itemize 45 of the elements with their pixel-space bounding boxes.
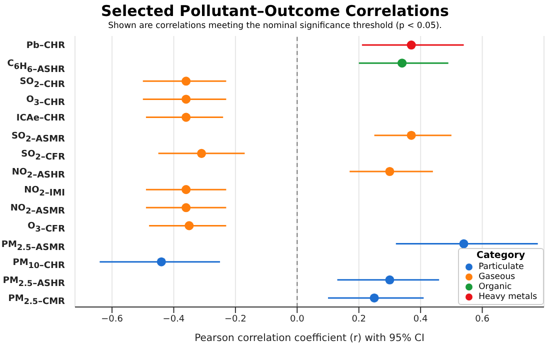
point xyxy=(459,239,468,248)
x-tick-label: −0.6 xyxy=(101,314,124,324)
point xyxy=(182,94,191,104)
y-tick-label: C$_{6}$H$_{6}$–ASHR xyxy=(7,59,66,76)
x-tick-label: 0.2 xyxy=(352,314,366,324)
legend-label: Gaseous xyxy=(478,272,516,282)
x-tick-label: 0.4 xyxy=(413,314,428,324)
x-tick-label: −0.2 xyxy=(224,314,246,324)
y-tick-label: PM$_{2.5}$–ASMR xyxy=(1,240,66,253)
y-tick-label: PM$_{10}$–CHR xyxy=(12,258,66,271)
x-tick-label: −0.4 xyxy=(162,314,185,324)
point xyxy=(385,275,394,284)
point xyxy=(182,203,191,212)
y-tick-label: O$_{3}$–CHR xyxy=(26,95,66,108)
point xyxy=(182,76,191,86)
legend-label: Particulate xyxy=(478,262,524,272)
x-tick-label: 0.6 xyxy=(475,314,490,324)
legend-label: Heavy metals xyxy=(478,292,537,302)
x-axis-title: Pearson correlation coefficient (r) with 95% CI xyxy=(194,333,424,344)
legend-label: Organic xyxy=(478,282,512,292)
y-tick-label: Pb–CHR xyxy=(26,41,66,52)
y-tick-label: NO$_{2}$–ASHR xyxy=(12,168,66,180)
y-tick-label: SO$_{2}$–CHR xyxy=(20,77,66,90)
y-tick-label: SO$_{2}$–CFR xyxy=(21,149,66,162)
chart-title: Selected Pollutant–Outcome Correlations xyxy=(100,1,450,20)
chart-subtitle: Shown are correlations meeting the nominal significance threshold (p < 0.05). xyxy=(107,20,443,32)
point xyxy=(398,58,407,68)
y-tick-label: O$_{3}$–CFR xyxy=(28,222,66,235)
point xyxy=(182,112,191,122)
x-tick-label: 0.0 xyxy=(290,314,305,324)
point xyxy=(184,221,194,230)
y-tick-label: ICAe–CHR xyxy=(16,113,66,124)
point xyxy=(385,166,394,176)
y-tick-label: PM$_{2.5}$–CMR xyxy=(8,294,66,307)
y-tick-label: PM$_{2.5}$–ASHR xyxy=(2,276,66,289)
point xyxy=(406,40,416,50)
point xyxy=(156,257,166,266)
point xyxy=(196,148,206,158)
point xyxy=(406,130,416,140)
y-tick-label: NO$_{2}$–IMI xyxy=(24,186,65,199)
y-tick-label: SO$_{2}$–ASMR xyxy=(11,131,66,144)
y-tick-label: NO$_{2}$–ASMR xyxy=(10,204,66,217)
legend-title: Category xyxy=(475,250,526,261)
point xyxy=(370,293,379,302)
point xyxy=(182,185,191,194)
